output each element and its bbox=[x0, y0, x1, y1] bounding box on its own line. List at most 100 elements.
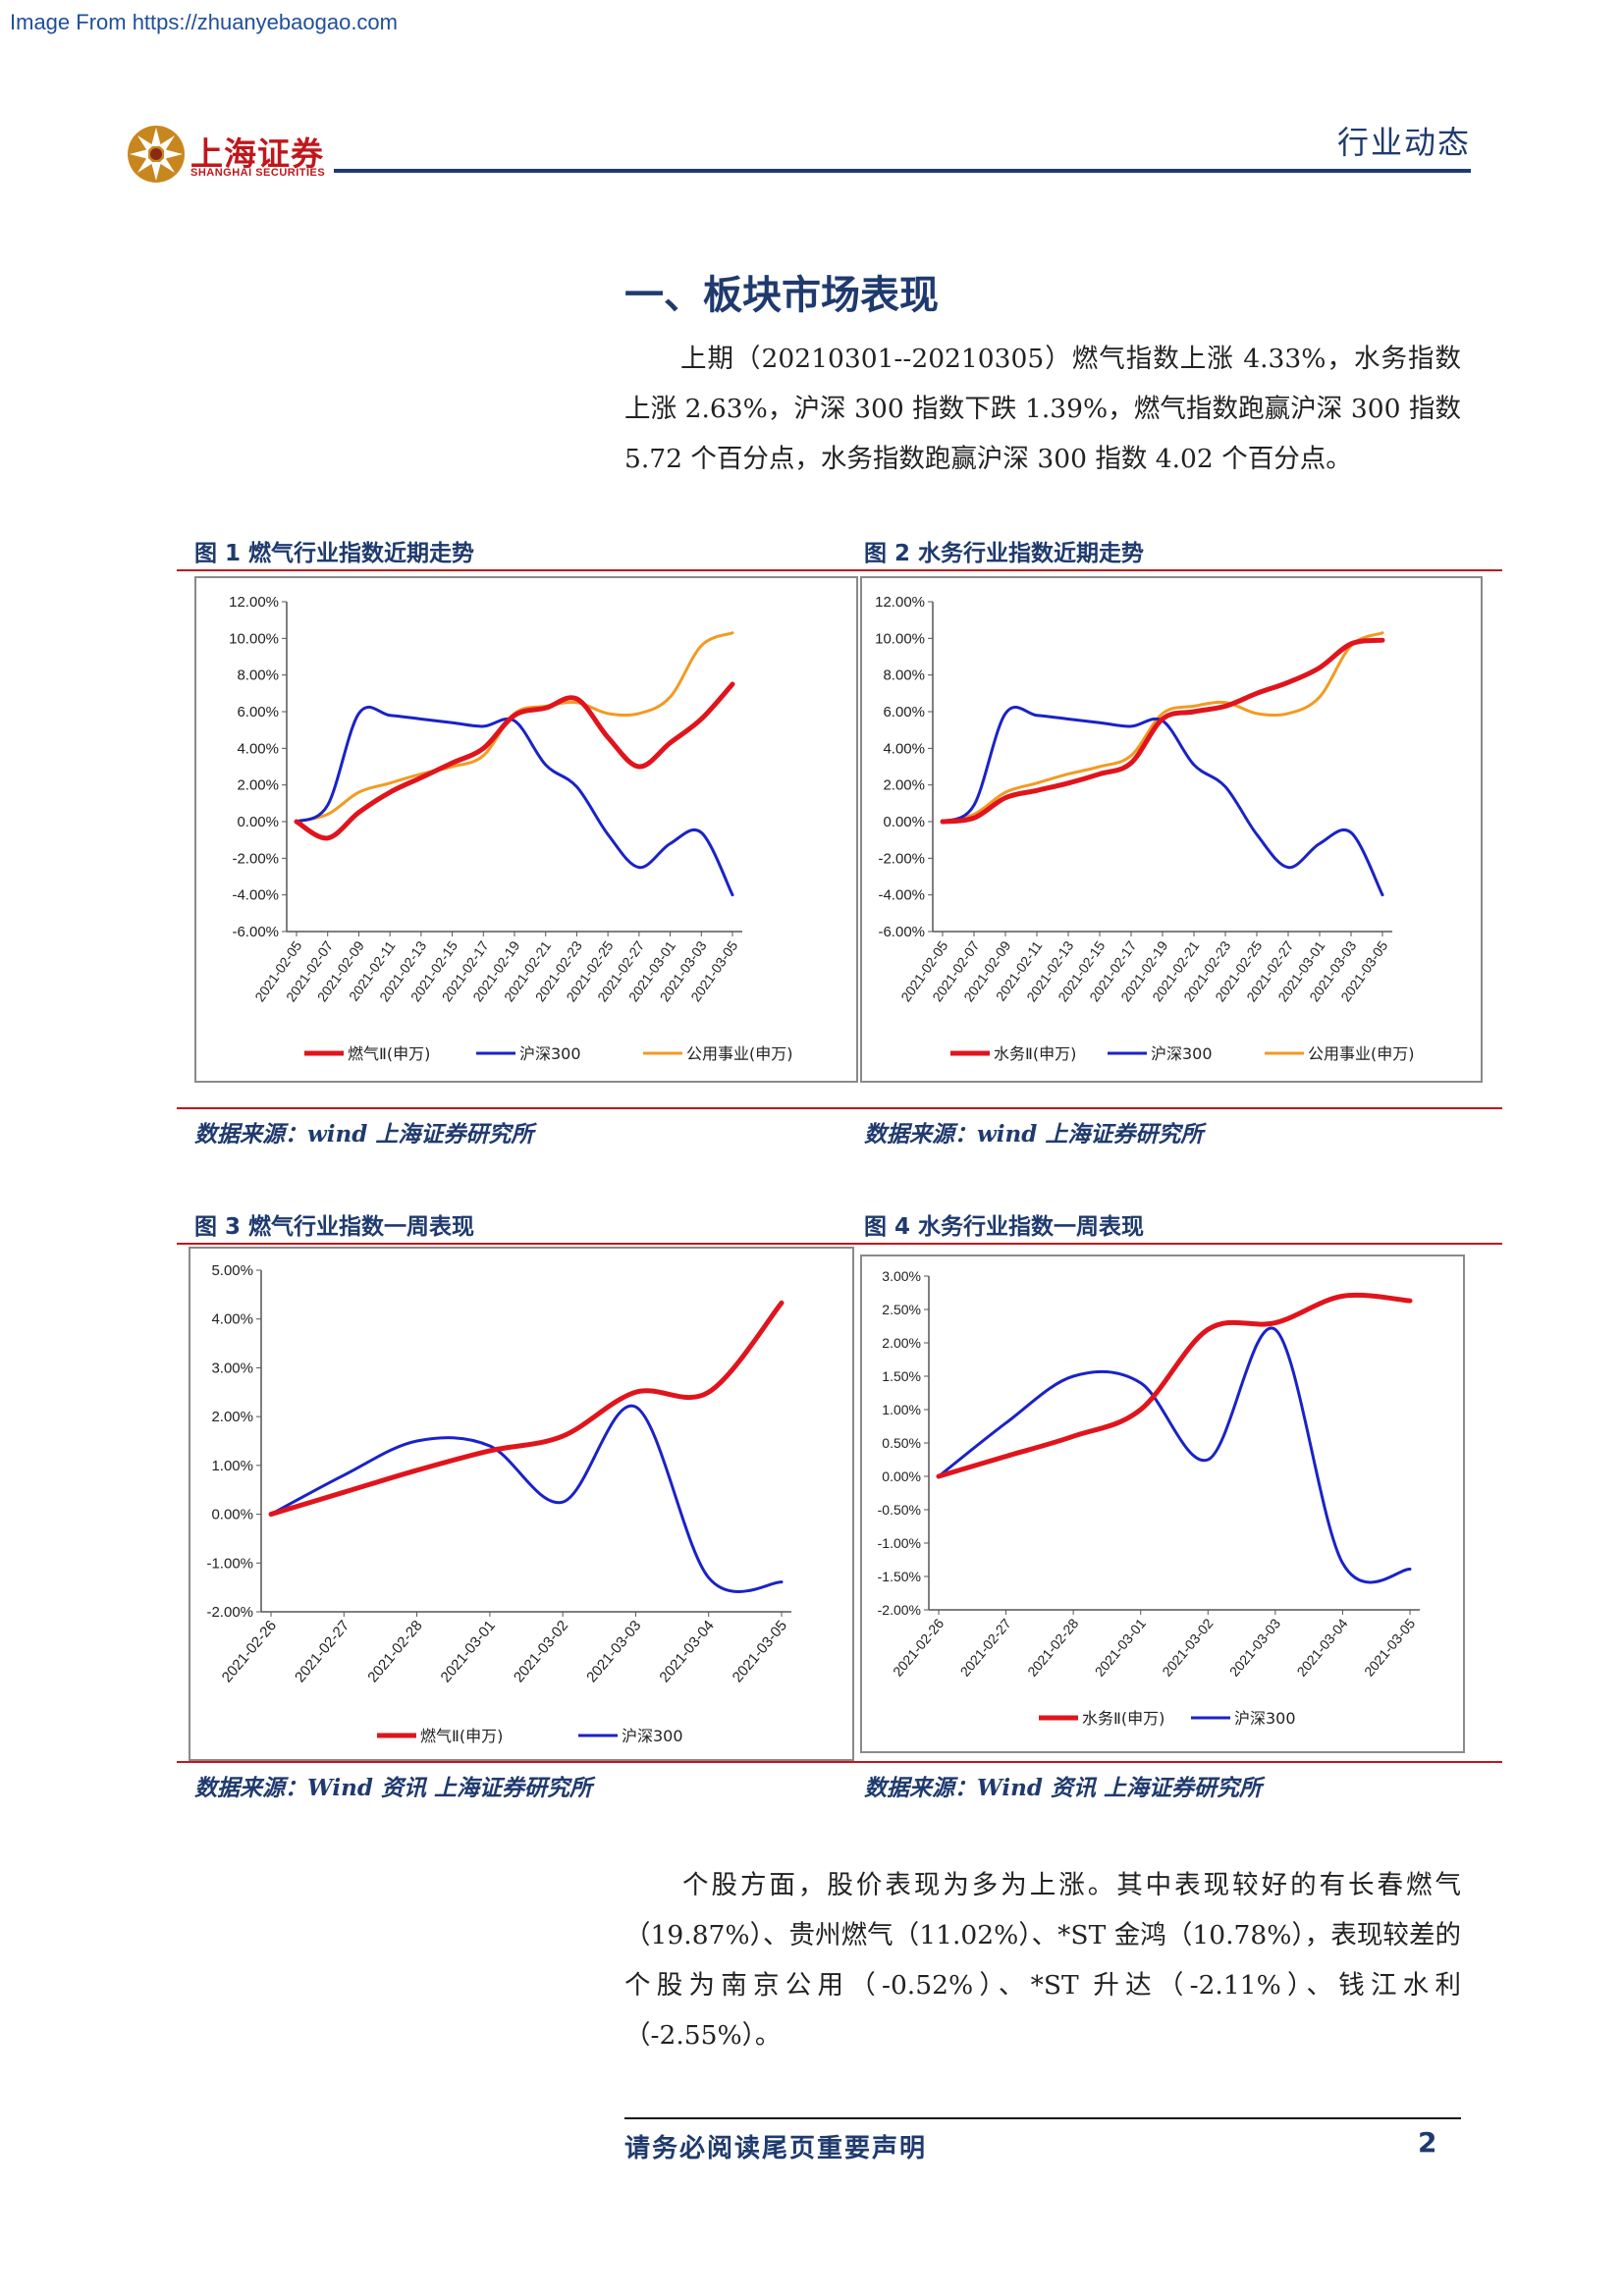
figure-4-title: 图 4 水务行业指数一周表现 bbox=[864, 1214, 1145, 1240]
y-tick-label: 2.00% bbox=[883, 777, 925, 794]
footer-rule bbox=[624, 2117, 1461, 2119]
series-line bbox=[295, 706, 734, 897]
figure-4-source: 数据来源：Wind 资讯 上海证券研究所 bbox=[864, 1775, 1262, 1801]
series-line bbox=[936, 1292, 1413, 1479]
figure-3-source: 数据来源：Wind 资讯 上海证券研究所 bbox=[194, 1775, 592, 1801]
chart-water-index-trend: 12.00% 10.00% 8.00% 6.00% 4.00% 2.00% 0.00% -2.… bbox=[860, 576, 1483, 1083]
x-tick-label: 2021-02-28 bbox=[1024, 1615, 1081, 1679]
y-tick-label: 2.00% bbox=[882, 1335, 921, 1351]
x-tick-label: 2021-03-02 bbox=[511, 1618, 571, 1686]
y-tick-label: 4.00% bbox=[883, 740, 925, 757]
y-tick-label: 12.00% bbox=[229, 594, 279, 611]
x-tick-label: 2021-03-05 bbox=[1361, 1615, 1418, 1679]
chart-gas-index-week: 5.00% 4.00% 3.00% 2.00% 1.00% 0.00% -1.00% -2.0… bbox=[189, 1247, 854, 1761]
x-tick-label: 2021-03-03 bbox=[583, 1618, 644, 1686]
x-tick-label: 2021-03-02 bbox=[1159, 1615, 1216, 1679]
y-tick-label: 6.00% bbox=[237, 704, 279, 721]
y-tick-label: -2.00% bbox=[878, 850, 925, 867]
series-line bbox=[294, 681, 735, 841]
figure-3-title: 图 3 燃气行业指数一周表现 bbox=[194, 1214, 475, 1240]
header-rule bbox=[334, 169, 1471, 173]
y-tick-label: 12.00% bbox=[875, 594, 925, 611]
figure-row2-top-rule bbox=[177, 1243, 1502, 1245]
x-tick-label: 2021-02-27 bbox=[292, 1618, 352, 1686]
x-tick-label: 2021-03-01 bbox=[1092, 1615, 1149, 1679]
section-title: 一、板块市场表现 bbox=[624, 273, 939, 318]
y-tick-label: -6.00% bbox=[878, 924, 925, 940]
y-tick-label: 1.00% bbox=[211, 1458, 253, 1474]
y-tick-label: 10.00% bbox=[875, 630, 925, 647]
legend-label: 燃气Ⅱ(申万) bbox=[348, 1044, 430, 1063]
y-tick-label: 2.50% bbox=[882, 1302, 921, 1317]
y-tick-label: -4.00% bbox=[232, 887, 279, 904]
stocks-paragraph: 个股方面，股价表现为多为上涨。其中表现较好的有长春燃气（19.87%）、贵州燃气… bbox=[624, 1860, 1461, 2060]
y-tick-label: 0.00% bbox=[237, 814, 279, 830]
y-tick-label: 0.50% bbox=[882, 1435, 921, 1451]
legend-label: 沪深300 bbox=[1151, 1044, 1213, 1063]
x-tick-label: 2021-02-26 bbox=[219, 1618, 280, 1686]
y-tick-label: -1.00% bbox=[206, 1555, 253, 1572]
intro-paragraph: 上期（20210301--20210305）燃气指数上涨 4.33%，水务指数上… bbox=[624, 334, 1461, 484]
legend-label: 燃气Ⅱ(申万) bbox=[420, 1727, 503, 1745]
legend-label: 沪深300 bbox=[519, 1044, 581, 1063]
x-tick-label: 2021-02-28 bbox=[364, 1618, 425, 1686]
y-tick-label: 5.00% bbox=[211, 1262, 253, 1279]
y-tick-label: 3.00% bbox=[882, 1268, 921, 1284]
y-tick-label: 0.00% bbox=[211, 1507, 253, 1523]
figure-1-title: 图 1 燃气行业指数近期走势 bbox=[194, 541, 475, 566]
series-line bbox=[268, 1300, 785, 1518]
legend-label: 沪深300 bbox=[622, 1727, 683, 1745]
x-tick-label: 2021-02-27 bbox=[957, 1615, 1014, 1679]
y-tick-label: 1.00% bbox=[882, 1402, 921, 1417]
series-line bbox=[937, 1326, 1412, 1584]
legend-label: 水务Ⅱ(申万) bbox=[1082, 1709, 1164, 1728]
stocks-paragraph-text: 个股方面，股价表现为多为上涨。其中表现较好的有长春燃气（19.87%）、贵州燃气… bbox=[624, 1870, 1461, 2051]
series-line bbox=[269, 1404, 784, 1593]
figure-2-source: 数据来源：wind 上海证券研究所 bbox=[864, 1121, 1204, 1148]
y-tick-label: 8.00% bbox=[883, 667, 925, 684]
x-tick-label: 2021-03-01 bbox=[438, 1618, 499, 1686]
legend-label: 公用事业(申万) bbox=[1308, 1044, 1415, 1063]
y-tick-label: 3.00% bbox=[211, 1360, 253, 1376]
y-tick-label: -2.00% bbox=[206, 1604, 253, 1621]
logo-wordmark-en: SHANGHAI SECURITIES bbox=[190, 167, 326, 179]
legend-label: 沪深300 bbox=[1234, 1709, 1296, 1728]
y-tick-label: 0.00% bbox=[882, 1468, 921, 1484]
figure-row1-bottom-rule bbox=[177, 1107, 1502, 1109]
y-tick-label: 8.00% bbox=[237, 667, 279, 684]
x-tick-label: 2021-03-04 bbox=[656, 1618, 717, 1686]
chart-water-index-week-svg: 3.00% 2.50% 2.00% 1.50% 1.00% 0.50% 0.00% -0.50… bbox=[878, 1268, 1420, 1728]
page-number: 2 bbox=[1418, 2126, 1437, 2159]
series-line bbox=[941, 631, 1384, 824]
y-tick-label: -4.00% bbox=[878, 887, 925, 904]
figure-row1-top-rule bbox=[177, 569, 1502, 571]
figure-row2-bottom-rule bbox=[177, 1761, 1502, 1763]
chart-water-index-trend-svg: 12.00% 10.00% 8.00% 6.00% 4.00% 2.00% 0.00% -2.… bbox=[875, 594, 1415, 1063]
logo-wordmark-cn: 上海证券 bbox=[190, 134, 324, 173]
legend-label: 水务Ⅱ(申万) bbox=[994, 1044, 1076, 1063]
doc-type-label: 行业动态 bbox=[1336, 124, 1471, 161]
chart-gas-index-trend: 12.00% 10.00% 8.00% 6.00% 4.00% 2.00% 0.00% -2.… bbox=[194, 576, 858, 1083]
y-tick-label: -0.50% bbox=[878, 1502, 921, 1518]
y-tick-label: 1.50% bbox=[882, 1368, 921, 1384]
chart-gas-index-week-svg: 5.00% 4.00% 3.00% 2.00% 1.00% 0.00% -1.00% -2.0… bbox=[206, 1262, 791, 1745]
intro-paragraph-text: 上期（20210301--20210305）燃气指数上涨 4.33%，水务指数上… bbox=[624, 344, 1461, 474]
source-url[interactable]: Image From https://zhuanyebaogao.com bbox=[10, 10, 398, 34]
footer-notice: 请务必阅读尾页重要声明 bbox=[624, 2134, 928, 2163]
legend-label: 公用事业(申万) bbox=[686, 1044, 793, 1063]
series-line bbox=[940, 637, 1385, 825]
figure-2-title: 图 2 水务行业指数近期走势 bbox=[864, 541, 1145, 566]
y-tick-label: -1.50% bbox=[878, 1569, 921, 1584]
chart-gas-index-trend-svg: 12.00% 10.00% 8.00% 6.00% 4.00% 2.00% 0.00% -2.… bbox=[229, 594, 793, 1063]
y-tick-label: 10.00% bbox=[229, 630, 279, 647]
series-line bbox=[295, 631, 734, 824]
shanghai-securities-logo bbox=[128, 126, 185, 183]
y-tick-label: -2.00% bbox=[232, 850, 279, 867]
chart-water-index-week: 3.00% 2.50% 2.00% 1.50% 1.00% 0.50% 0.00% -0.50… bbox=[860, 1255, 1465, 1753]
y-tick-label: 4.00% bbox=[211, 1311, 253, 1328]
figure-1-source: 数据来源：wind 上海证券研究所 bbox=[194, 1121, 534, 1148]
x-tick-label: 2021-03-05 bbox=[730, 1618, 790, 1686]
x-tick-label: 2021-03-04 bbox=[1293, 1615, 1350, 1679]
x-tick-label: 2021-02-26 bbox=[890, 1615, 947, 1679]
y-tick-label: 6.00% bbox=[883, 704, 925, 721]
